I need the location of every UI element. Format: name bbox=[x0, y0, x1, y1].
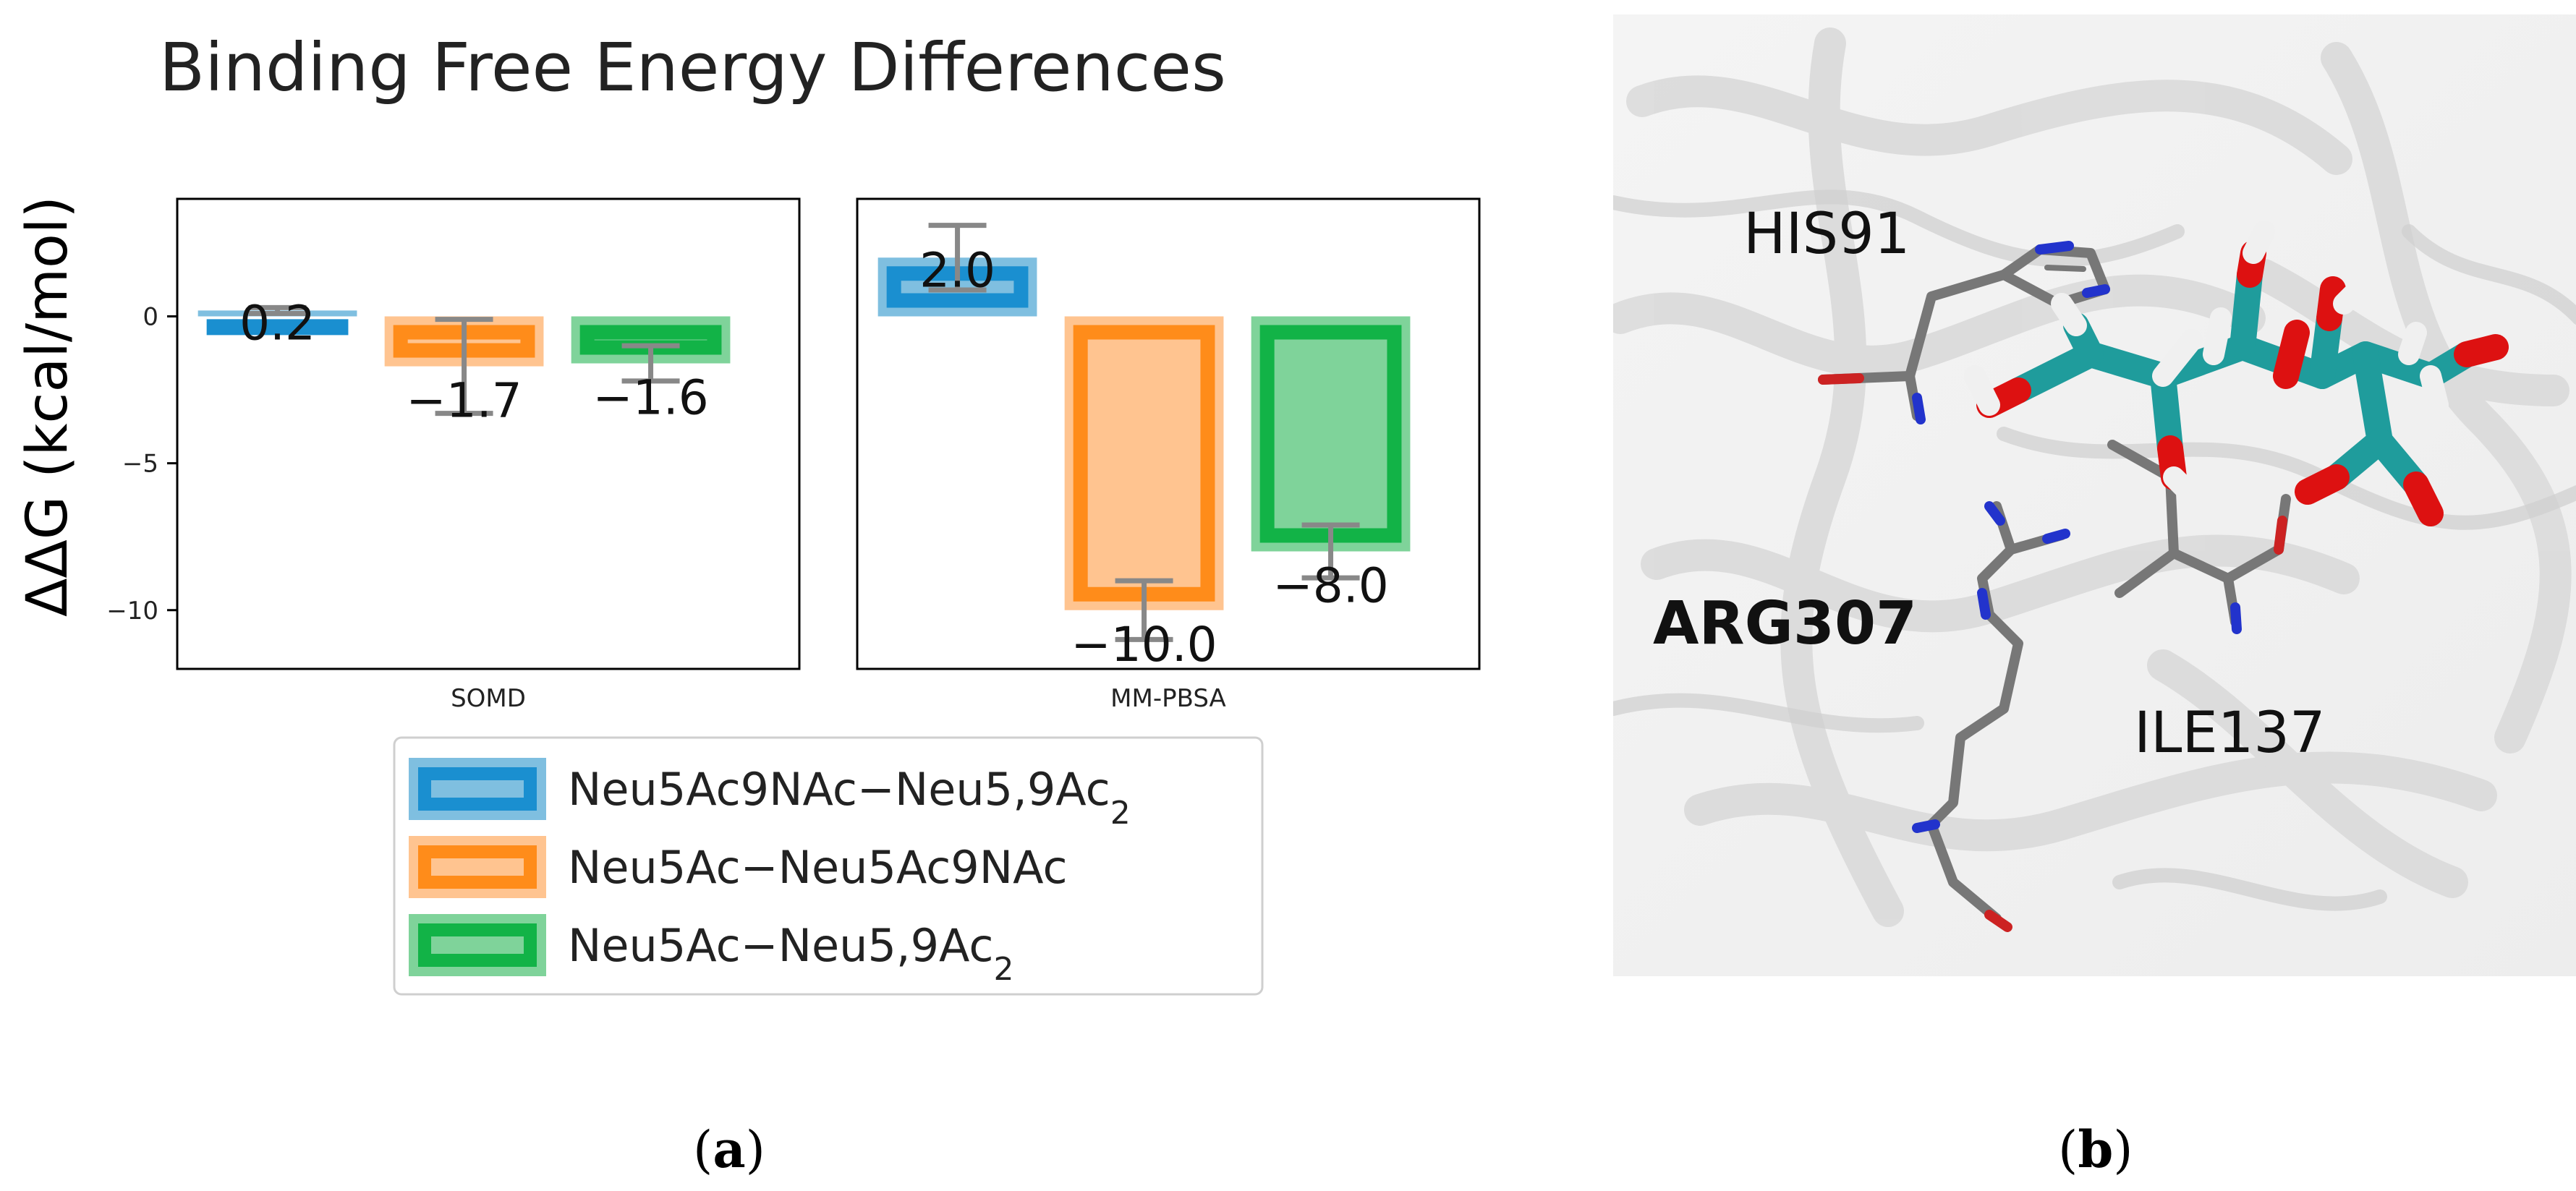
chart-title: Binding Free Energy Differences bbox=[159, 29, 1226, 106]
legend-swatch-outline-2 bbox=[418, 923, 537, 967]
panel-b-caption: (b) bbox=[2058, 1119, 2133, 1179]
legend-box bbox=[393, 736, 1264, 996]
bar-p1-s1 bbox=[1064, 316, 1224, 610]
panel-a-caption: (a) bbox=[693, 1119, 765, 1179]
legend-entry-1: Neu5Ac−Neu5Ac9NAc bbox=[568, 841, 1068, 894]
y-tick-label-0: 0 bbox=[143, 303, 158, 332]
protein-structure-image: HIS91 ARG307 ILE137 bbox=[1613, 14, 2576, 976]
residue-label-ile137: ILE137 bbox=[2134, 701, 2326, 766]
plot-frame-1 bbox=[856, 197, 1481, 670]
value-label-p0-s0: 0.2 bbox=[239, 295, 315, 351]
value-label-p1-s0: 2.0 bbox=[919, 242, 995, 298]
legend-swatch-outline-1 bbox=[418, 845, 537, 889]
bar-p1-s2 bbox=[1251, 316, 1411, 552]
chart-figure: Binding Free Energy Differences ΔΔG (kca… bbox=[15, 29, 1481, 996]
x-axis-label-0: SOMD bbox=[451, 684, 526, 713]
plot-frame-0 bbox=[176, 197, 801, 670]
value-label-p1-s1: −10.0 bbox=[1071, 617, 1217, 673]
value-label-p0-s1: −1.7 bbox=[406, 373, 522, 429]
y-tick-label-1: −5 bbox=[122, 450, 158, 479]
residue-label-arg307: ARG307 bbox=[1653, 589, 1917, 658]
value-label-p1-s2: −8.0 bbox=[1272, 558, 1388, 614]
legend: Neu5Ac9NAc−Neu5,9Ac2Neu5Ac−Neu5Ac9NAcNeu… bbox=[393, 736, 1264, 996]
y-axis-label: ΔΔG (kcal/mol) bbox=[15, 196, 80, 617]
value-label-p0-s2: −1.6 bbox=[592, 370, 708, 426]
x-axis-label-1: MM-PBSA bbox=[1110, 684, 1226, 713]
y-tick-label-2: −10 bbox=[106, 597, 158, 626]
bar-outline-p0-s0 bbox=[206, 319, 349, 336]
legend-swatch-outline-0 bbox=[418, 767, 537, 811]
residue-label-his91: HIS91 bbox=[1743, 202, 1910, 267]
